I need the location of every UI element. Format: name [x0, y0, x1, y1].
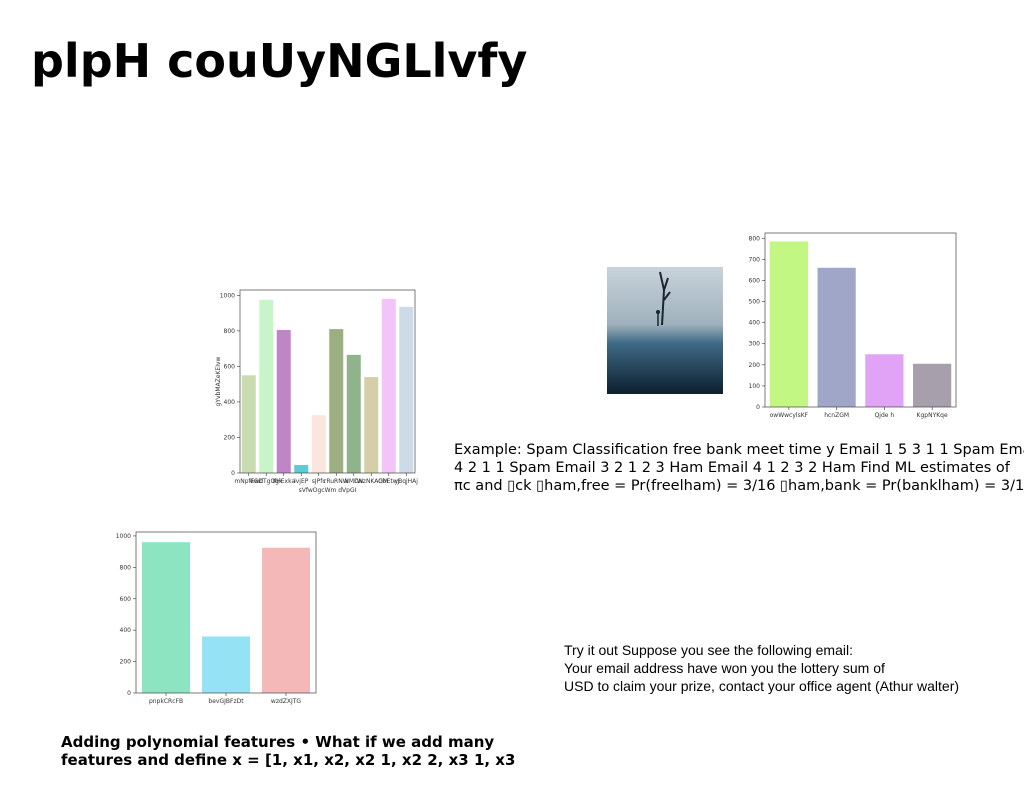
x-tick-label: Qjde h: [875, 412, 895, 419]
y-tick-label: 800: [749, 235, 761, 242]
text-line: Try it out Suppose you see the following…: [564, 642, 853, 658]
x-tick-label: mNpfEwd: [234, 478, 263, 485]
y-tick-label: 500: [749, 299, 761, 306]
y-tick-label: 800: [120, 564, 132, 571]
x-tick-label: wzdZXJTG: [271, 698, 302, 705]
plot-frame: [239, 289, 416, 474]
y-tick-label: 100: [749, 383, 761, 390]
y-tick-label: 200: [749, 362, 761, 369]
x-tick-label: IfHExka: [272, 478, 295, 485]
x-tick-label: yBqjHAj: [395, 478, 419, 485]
y-axis-label: gYvbMAZeKEIvw: [215, 356, 222, 406]
text-line: USD to claim your prize, contact your of…: [564, 678, 960, 694]
bar: [381, 298, 396, 473]
x-tick-label: NMDN: [344, 478, 363, 485]
x-tick-label: ObEtwJ: [378, 478, 400, 485]
bar: [769, 241, 808, 407]
y-tick-label: 200: [224, 434, 236, 441]
x-tick-label: owWwcylsKF: [770, 412, 809, 419]
bar: [311, 415, 326, 473]
text-line: Adding polynomial features • What if we …: [61, 733, 495, 751]
y-tick-label: 200: [120, 659, 132, 666]
text-line: Example: Spam Classification free bank m…: [454, 442, 1024, 458]
y-tick-label: 600: [749, 277, 761, 284]
y-tick-label: 400: [120, 627, 132, 634]
example-text: Example: Spam Classification free bank m…: [454, 441, 1024, 495]
slide-title: plpH couUyNGLlvfy: [31, 34, 528, 88]
bar: [913, 363, 952, 407]
bar: [399, 306, 414, 473]
photo: [607, 267, 723, 394]
y-tick-label: 400: [224, 399, 236, 406]
poly-text: Adding polynomial features • What if we …: [61, 733, 515, 769]
bar: [259, 299, 274, 473]
x-tick-label: lvjEP: [294, 478, 309, 485]
x-tick-label: hcnZGM: [824, 412, 849, 419]
bar: [329, 329, 344, 473]
x-axis-label: sVfwOgcWm dVpGI: [299, 487, 357, 494]
text-line: πc and ▯ck ▯ham,free = Pr(freelham) = 3/…: [454, 478, 1024, 494]
text-line: 4 2 1 1 Spam Email 3 2 1 2 3 Ham Email 4…: [454, 460, 1010, 476]
x-tick-label: rRuRNW: [324, 478, 349, 485]
y-tick-label: 1000: [220, 292, 235, 299]
y-tick-label: 700: [749, 256, 761, 263]
x-tick-label: rWzNKAGM: [354, 478, 388, 485]
bar: [241, 375, 256, 473]
bar: [142, 542, 190, 693]
x-tick-label: bevGJBFzDt: [208, 698, 244, 705]
bar: [817, 267, 856, 407]
x-tick-label: KgpNYKqe: [917, 412, 948, 419]
y-tick-label: 300: [749, 341, 761, 348]
y-tick-label: 0: [756, 404, 760, 411]
y-tick-label: 0: [127, 690, 131, 697]
x-tick-label: eGDTgOgk: [250, 478, 283, 485]
bar: [364, 377, 379, 473]
bar: [294, 465, 309, 473]
y-tick-label: 1000: [116, 533, 131, 540]
bar: [202, 636, 250, 693]
text-line: features and define x = [1, x1, x2, x2 1…: [61, 751, 516, 769]
x-tick-label: sJPfc: [312, 478, 326, 485]
y-tick-label: 600: [224, 363, 236, 370]
bar: [276, 329, 291, 473]
plot-frame: [135, 531, 317, 694]
y-tick-label: 600: [120, 596, 132, 603]
bar: [346, 354, 361, 473]
bar: [262, 547, 310, 693]
text-line: Your email address have won you the lott…: [564, 660, 885, 676]
try-text: Try it out Suppose you see the following…: [564, 641, 959, 695]
bar: [865, 354, 904, 407]
y-tick-label: 0: [231, 470, 235, 477]
y-tick-label: 400: [749, 320, 761, 327]
plot-frame: [764, 232, 957, 408]
y-tick-label: 800: [224, 328, 236, 335]
x-tick-label: pnpkCRcFB: [149, 698, 183, 705]
